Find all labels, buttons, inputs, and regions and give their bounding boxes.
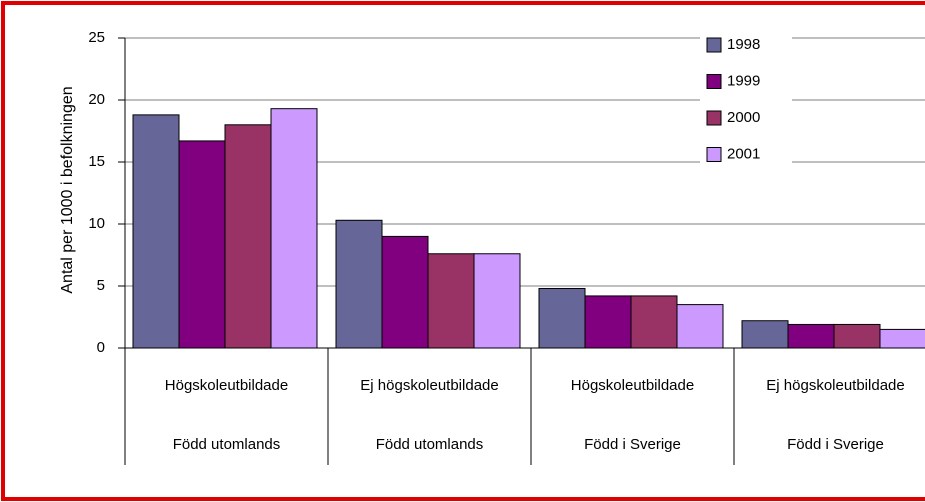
- bar: [676, 304, 724, 349]
- x-group-label: Född i Sverige: [584, 436, 681, 453]
- bar: [270, 108, 318, 349]
- x-group-label: Född utomlands: [173, 436, 281, 453]
- bar: [538, 287, 586, 349]
- x-tick-label: Högskoleutbildade: [571, 377, 694, 394]
- bar: [741, 320, 789, 349]
- y-tick-label: 25: [88, 29, 105, 46]
- bar: [584, 295, 632, 349]
- x-tick-label: Högskoleutbildade: [165, 377, 288, 394]
- x-group-label: Född utomlands: [376, 436, 484, 453]
- x-tick-label: Ej högskoleutbildade: [360, 377, 498, 394]
- legend-label: 1998: [727, 36, 760, 53]
- bar: [787, 323, 835, 349]
- bar: [335, 219, 383, 349]
- legend-label: 2001: [727, 145, 760, 162]
- legend-label: 1999: [727, 72, 760, 89]
- bar: [381, 235, 429, 349]
- y-tick-label: 5: [97, 277, 105, 294]
- y-tick-label: 0: [97, 339, 105, 356]
- bar: [630, 295, 678, 349]
- y-tick-label: 10: [88, 215, 105, 232]
- legend-label: 2000: [727, 109, 760, 126]
- legend-swatch: [706, 37, 722, 53]
- legend-swatch: [706, 110, 722, 126]
- legend-swatch: [706, 147, 722, 162]
- bar: [879, 328, 925, 349]
- bar: [473, 253, 521, 349]
- bar: [427, 253, 475, 349]
- y-axis-label: Antal per 1000 i befolkningen: [59, 86, 76, 293]
- legend-swatch: [706, 74, 722, 89]
- y-tick-label: 20: [88, 91, 105, 108]
- bar: [224, 124, 272, 349]
- bar: [132, 114, 180, 349]
- x-tick-label: Ej högskoleutbildade: [766, 377, 904, 394]
- x-group-label: Född i Sverige: [787, 436, 884, 453]
- y-tick-label: 15: [88, 153, 105, 170]
- bar: [833, 323, 881, 349]
- bar: [178, 140, 226, 349]
